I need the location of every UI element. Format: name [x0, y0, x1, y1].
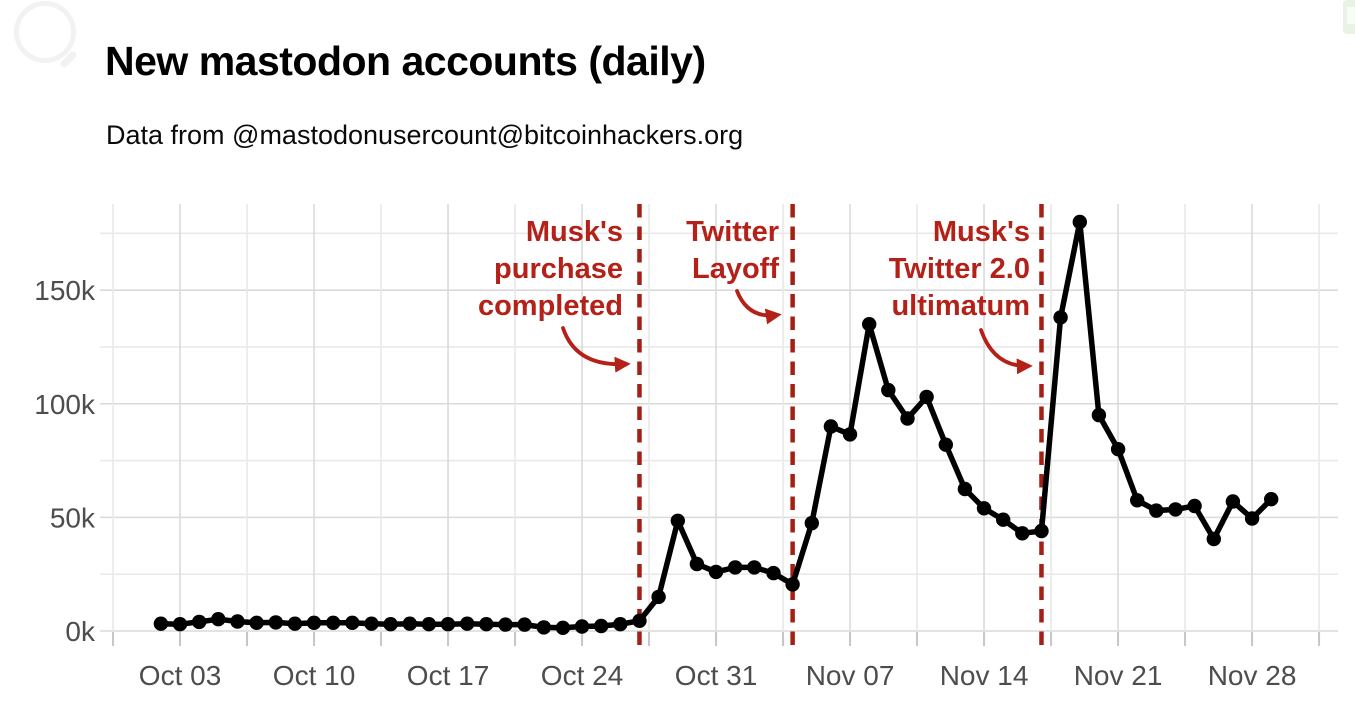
chart-subtitle: Data from @mastodonusercount@bitcoinhack…: [106, 120, 744, 150]
y-tick-label: 100k: [34, 389, 96, 420]
x-tick-label: Nov 21: [1074, 660, 1163, 691]
data-point: [517, 617, 532, 632]
event-annotation-text: Musk's Twitter 2.0 ultimatum: [889, 216, 1030, 322]
data-point: [326, 615, 341, 630]
data-point: [172, 617, 188, 632]
data-point: [957, 481, 973, 497]
x-axis-ticks: [112, 632, 1321, 646]
data-point: [728, 560, 743, 575]
data-point: [555, 620, 571, 635]
data-point: [651, 589, 666, 605]
data-point: [842, 427, 858, 442]
data-point: [479, 617, 494, 632]
data-point: [919, 389, 934, 405]
x-tick-label: Nov 07: [806, 660, 895, 691]
data-point: [1110, 442, 1126, 457]
data-point: [192, 614, 207, 630]
y-gridlines: [100, 232, 1338, 632]
event-annotation-text: Musk's purchase completed: [478, 216, 623, 322]
data-points: [153, 214, 1279, 635]
x-tick-label: Nov 14: [940, 660, 1029, 691]
data-point: [1225, 494, 1241, 509]
data-point: [306, 615, 322, 630]
data-point: [1034, 523, 1049, 539]
data-point: [747, 560, 762, 575]
corner-badge[interactable]: [1343, 0, 1355, 34]
x-tick-label: Oct 03: [139, 660, 221, 691]
data-point: [804, 515, 819, 531]
event-annotation-text: Twitter Layoff: [686, 216, 779, 285]
data-point: [1015, 526, 1030, 541]
data-point: [862, 317, 877, 332]
data-point: [268, 615, 283, 630]
annotations: Musk's purchase completed Twitter Layoff Musk…: [478, 216, 1033, 375]
data-point: [689, 556, 705, 572]
badge-letter-glyph: [1347, 7, 1355, 24]
data-point: [938, 437, 953, 452]
y-tick-label: 50k: [50, 502, 96, 533]
data-point: [996, 512, 1011, 527]
data-point: [1053, 310, 1068, 325]
annotation-arrow: [979, 328, 1033, 375]
x-gridlines: [112, 204, 1320, 631]
data-point: [345, 615, 360, 630]
data-point: [766, 565, 781, 581]
chart-title: New mastodon accounts (daily): [105, 38, 706, 84]
y-tick-label: 0k: [65, 616, 96, 647]
x-tick-label: Oct 31: [675, 660, 757, 691]
data-point: [211, 612, 226, 627]
data-point: [1091, 407, 1107, 423]
x-tick-label: Oct 24: [541, 660, 623, 691]
x-tick-label: Nov 28: [1208, 660, 1297, 691]
y-tick-label: 150k: [34, 275, 96, 306]
data-point: [670, 513, 685, 528]
data-point: [823, 419, 839, 434]
data-point: [383, 617, 398, 632]
data-point: [536, 620, 551, 635]
y-axis-labels: 0k 50k 100k 150k: [34, 275, 96, 647]
x-tick-label: Oct 17: [407, 660, 489, 691]
data-point: [976, 501, 992, 516]
data-point: [249, 615, 264, 630]
data-point: [574, 619, 590, 634]
data-point: [230, 614, 245, 629]
annotation-arrow: [735, 289, 782, 325]
data-point: [460, 616, 475, 631]
data-point: [708, 564, 724, 580]
x-axis-labels: Oct 03 Oct 10 Oct 17 Oct 24 Oct 31 Nov 07 Nov …: [139, 660, 1297, 691]
data-point: [1072, 214, 1088, 230]
data-point: [402, 616, 417, 631]
data-point: [1187, 498, 1202, 514]
data-point: [440, 617, 456, 632]
data-point: [594, 618, 609, 634]
search-icon[interactable]: [14, 1, 76, 63]
data-point: [364, 616, 379, 631]
data-point: [1149, 503, 1164, 518]
data-point: [632, 613, 647, 628]
data-point: [900, 411, 915, 426]
data-point: [613, 617, 628, 632]
x-tick-label: Oct 10: [273, 660, 355, 691]
data-point: [1168, 502, 1183, 517]
data-point: [1130, 493, 1145, 508]
annotation-arrow: [561, 326, 631, 373]
data-point: [881, 382, 896, 398]
data-point: [498, 617, 513, 632]
data-point: [1206, 531, 1222, 547]
data-point: [421, 617, 437, 632]
data-point: [287, 616, 303, 631]
data-point: [1264, 492, 1279, 507]
data-point: [1244, 511, 1260, 526]
data-point: [153, 616, 169, 631]
data-point: [785, 577, 800, 592]
